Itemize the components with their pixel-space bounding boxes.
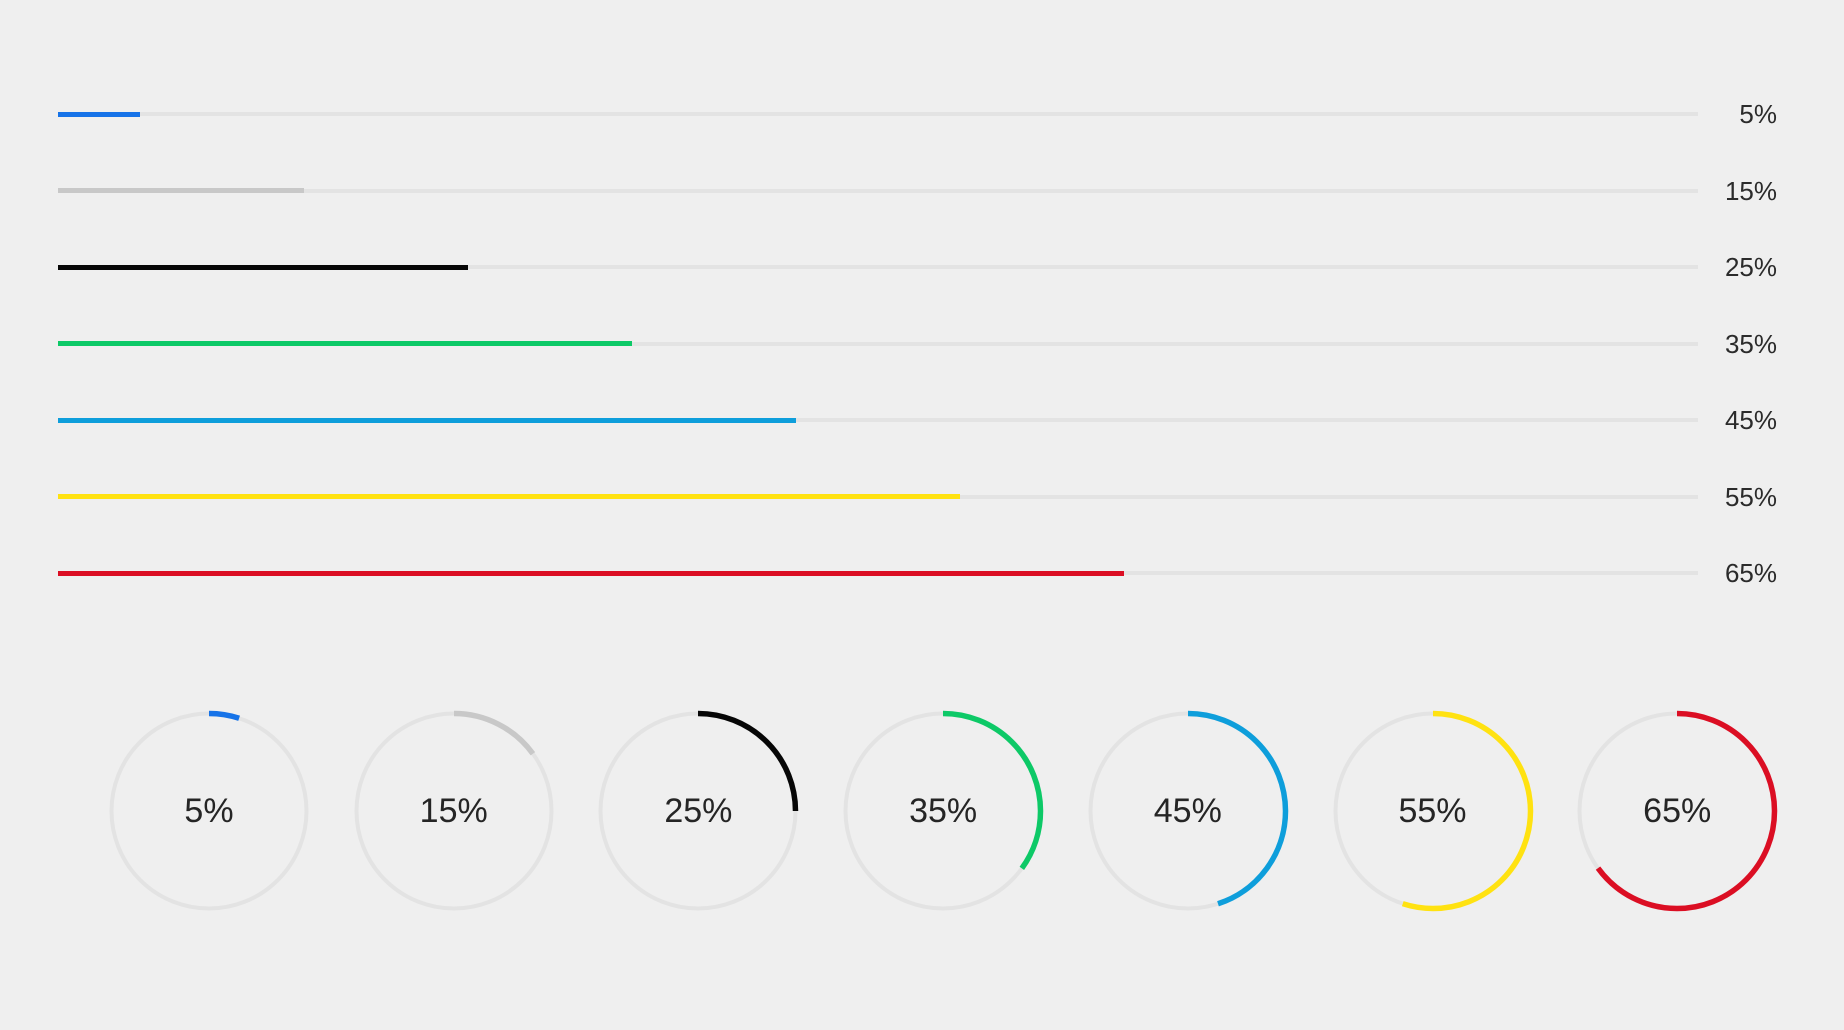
progress-ring-svg <box>1576 710 1778 912</box>
linear-progress-bar: 5% <box>58 101 1777 127</box>
progress-ring-svg <box>353 710 554 912</box>
circular-progress-ring: 65% <box>1572 706 1782 916</box>
progress-percent-label: 25% <box>664 791 733 830</box>
progress-track <box>58 341 1698 346</box>
linear-progress-bar: 45% <box>58 407 1777 433</box>
progress-fill <box>58 188 304 193</box>
progress-percent-label: 65% <box>1643 791 1712 830</box>
linear-progress-bar: 35% <box>58 331 1777 357</box>
progress-ring-svg <box>1087 710 1289 912</box>
circular-progress-ring: 15% <box>349 706 559 916</box>
progress-percent-label: 35% <box>1724 328 1777 359</box>
progress-ring-svg <box>842 710 1044 912</box>
circular-progress-ring: 55% <box>1328 706 1538 916</box>
progress-track <box>58 188 1698 193</box>
progress-ring-svg <box>108 710 310 912</box>
progress-fill <box>58 341 632 346</box>
ring-fill <box>108 710 310 912</box>
ring-fill <box>1087 710 1289 912</box>
linear-progress-bar: 25% <box>58 254 1777 280</box>
circular-progress-ring: 35% <box>838 706 1048 916</box>
progress-fill <box>58 264 468 270</box>
progress-percent-label: 35% <box>909 791 978 830</box>
ring-fill <box>1332 710 1533 912</box>
progress-percent-label: 15% <box>1724 175 1777 206</box>
progress-fill <box>58 494 960 499</box>
progress-ring-svg <box>1332 710 1533 912</box>
linear-progress-bar: 55% <box>58 484 1777 510</box>
circular-progress-ring: 25% <box>593 706 803 916</box>
progress-percent-label: 5% <box>1739 99 1777 129</box>
circular-progress-ring: 5% <box>104 706 314 916</box>
progress-percent-label: 45% <box>1153 791 1222 830</box>
progress-ring-svg <box>598 710 799 912</box>
progress-fill <box>58 111 140 117</box>
ring-fill <box>353 710 554 912</box>
progress-percent-label: 5% <box>184 791 234 830</box>
progress-track <box>58 112 1698 116</box>
ring-fill <box>598 710 799 912</box>
progress-fill <box>58 417 796 423</box>
ring-fill <box>1576 710 1778 912</box>
linear-progress-bar: 65% <box>58 560 1777 586</box>
progress-percent-label: 55% <box>1724 481 1777 512</box>
progress-percent-label: 65% <box>1724 558 1777 588</box>
progress-percent-label: 15% <box>419 791 488 830</box>
progress-percent-label: 45% <box>1724 405 1777 435</box>
ring-fill <box>842 710 1044 912</box>
progress-percent-label: 55% <box>1398 791 1467 830</box>
progress-track <box>58 418 1698 422</box>
circular-progress-ring: 45% <box>1083 706 1293 916</box>
linear-progress-bar: 15% <box>58 178 1777 204</box>
progress-fill <box>58 570 1124 576</box>
progress-percent-label: 25% <box>1724 252 1777 282</box>
progress-track <box>58 265 1698 269</box>
